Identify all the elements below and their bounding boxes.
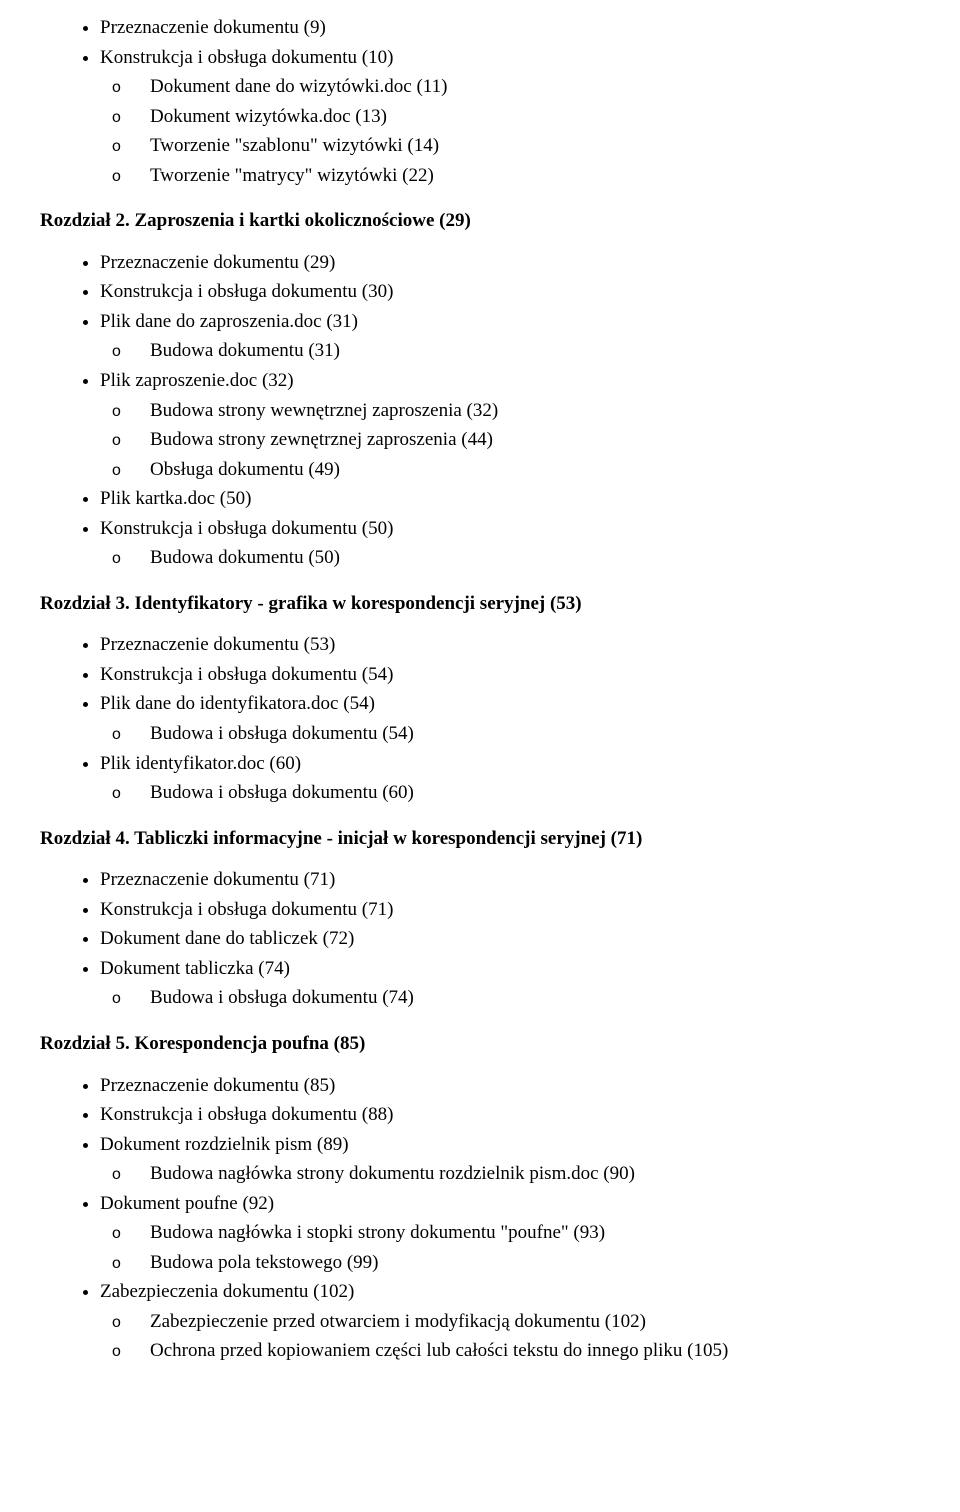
list-item-text: Konstrukcja i obsługa dokumentu (10): [100, 47, 393, 68]
list-level2: Zabezpieczenie przed otwarciem i modyfik…: [100, 1308, 960, 1365]
section-heading: Rozdział 5. Korespondencja poufna (85): [40, 1030, 960, 1058]
list-item: Przeznaczenie dokumentu (85): [100, 1072, 960, 1100]
list-item: Przeznaczenie dokumentu (53): [100, 631, 960, 659]
list-item: Przeznaczenie dokumentu (9): [100, 14, 960, 42]
list-item-text: Tworzenie "szablonu" wizytówki (14): [150, 135, 439, 156]
list-item: Dokument tabliczka (74) Budowa i obsługa …: [100, 955, 960, 1012]
list-item: Plik zaproszenie.doc (32) Budowa strony w…: [100, 367, 960, 483]
list-item-text: Przeznaczenie dokumentu (53): [100, 634, 335, 655]
list-level1: Przeznaczenie dokumentu (29) Konstrukcja …: [40, 249, 960, 572]
list-item: Budowa strony zewnętrznej zaproszenia (4…: [150, 426, 960, 454]
list-item: Dokument wizytówka.doc (13): [150, 103, 960, 131]
list-item: Dokument dane do wizytówki.doc (11): [150, 73, 960, 101]
list-level2: Budowa nagłówka i stopki strony dokument…: [100, 1219, 960, 1276]
list-item: Budowa dokumentu (50): [150, 544, 960, 572]
list-level1: Przeznaczenie dokumentu (71) Konstrukcja …: [40, 866, 960, 1012]
list-item: Budowa pola tekstowego (99): [150, 1249, 960, 1277]
list-item-text: Budowa dokumentu (31): [150, 340, 340, 361]
list-item-text: Konstrukcja i obsługa dokumentu (88): [100, 1104, 393, 1125]
list-item: Budowa i obsługa dokumentu (60): [150, 779, 960, 807]
list-item: Zabezpieczenie przed otwarciem i modyfik…: [150, 1308, 960, 1336]
list-item-text: Dokument tabliczka (74): [100, 958, 290, 979]
list-level1: Przeznaczenie dokumentu (9) Konstrukcja i…: [40, 14, 960, 189]
list-item-text: Plik dane do identyfikatora.doc (54): [100, 693, 375, 714]
list-item: Budowa nagłówka strony dokumentu rozdzie…: [150, 1160, 960, 1188]
list-level2: Budowa dokumentu (31): [100, 337, 960, 365]
section-heading: Rozdział 2. Zaproszenia i kartki okolicz…: [40, 207, 960, 235]
list-item: Konstrukcja i obsługa dokumentu (71): [100, 896, 960, 924]
list-level2: Dokument dane do wizytówki.doc (11) Dokum…: [100, 73, 960, 189]
list-item-text: Dokument dane do tabliczek (72): [100, 928, 354, 949]
list-item: Plik dane do zaproszenia.doc (31) Budowa …: [100, 308, 960, 365]
list-item: Dokument dane do tabliczek (72): [100, 925, 960, 953]
list-item: Konstrukcja i obsługa dokumentu (30): [100, 278, 960, 306]
list-item-text: Budowa nagłówka i stopki strony dokument…: [150, 1222, 605, 1243]
list-level1: Przeznaczenie dokumentu (85) Konstrukcja …: [40, 1072, 960, 1365]
list-item-text: Przeznaczenie dokumentu (71): [100, 869, 335, 890]
list-item: Zabezpieczenia dokumentu (102) Zabezpiecz…: [100, 1278, 960, 1365]
list-item-text: Budowa i obsługa dokumentu (54): [150, 723, 414, 744]
list-item-text: Plik kartka.doc (50): [100, 488, 251, 509]
list-item-text: Konstrukcja i obsługa dokumentu (30): [100, 281, 393, 302]
list-item: Konstrukcja i obsługa dokumentu (88): [100, 1101, 960, 1129]
list-item-text: Zabezpieczenia dokumentu (102): [100, 1281, 354, 1302]
section-heading: Rozdział 4. Tabliczki informacyjne - ini…: [40, 825, 960, 853]
list-level2: Budowa dokumentu (50): [100, 544, 960, 572]
list-item: Tworzenie "szablonu" wizytówki (14): [150, 132, 960, 160]
list-item: Przeznaczenie dokumentu (29): [100, 249, 960, 277]
list-item-text: Dokument wizytówka.doc (13): [150, 106, 387, 127]
list-item-text: Budowa nagłówka strony dokumentu rozdzie…: [150, 1163, 635, 1184]
list-level1: Przeznaczenie dokumentu (53) Konstrukcja …: [40, 631, 960, 806]
list-item-text: Konstrukcja i obsługa dokumentu (50): [100, 518, 393, 539]
document-root: Przeznaczenie dokumentu (9) Konstrukcja i…: [40, 14, 960, 1365]
list-item-text: Przeznaczenie dokumentu (29): [100, 252, 335, 273]
list-item: Dokument rozdzielnik pism (89) Budowa nag…: [100, 1131, 960, 1188]
list-item: Budowa strony wewnętrznej zaproszenia (3…: [150, 397, 960, 425]
list-item: Budowa i obsługa dokumentu (74): [150, 984, 960, 1012]
list-item-text: Dokument rozdzielnik pism (89): [100, 1134, 349, 1155]
list-item-text: Konstrukcja i obsługa dokumentu (71): [100, 899, 393, 920]
list-item-text: Plik zaproszenie.doc (32): [100, 370, 294, 391]
list-item: Plik identyfikator.doc (60) Budowa i obsł…: [100, 750, 960, 807]
list-item: Konstrukcja i obsługa dokumentu (50) Budo…: [100, 515, 960, 572]
list-item-text: Ochrona przed kopiowaniem części lub cał…: [150, 1340, 728, 1361]
list-level2: Budowa nagłówka strony dokumentu rozdzie…: [100, 1160, 960, 1188]
list-level2: Budowa i obsługa dokumentu (74): [100, 984, 960, 1012]
section-heading: Rozdział 3. Identyfikatory - grafika w k…: [40, 590, 960, 618]
list-item-text: Zabezpieczenie przed otwarciem i modyfik…: [150, 1311, 646, 1332]
list-item: Budowa i obsługa dokumentu (54): [150, 720, 960, 748]
list-item-text: Przeznaczenie dokumentu (85): [100, 1075, 335, 1096]
list-item: Plik kartka.doc (50): [100, 485, 960, 513]
list-item: Obsługa dokumentu (49): [150, 456, 960, 484]
list-item-text: Tworzenie "matrycy" wizytówki (22): [150, 165, 434, 186]
list-item: Dokument poufne (92) Budowa nagłówka i st…: [100, 1190, 960, 1277]
list-item: Konstrukcja i obsługa dokumentu (10) Doku…: [100, 44, 960, 190]
list-item: Budowa dokumentu (31): [150, 337, 960, 365]
list-item-text: Obsługa dokumentu (49): [150, 459, 340, 480]
list-item: Przeznaczenie dokumentu (71): [100, 866, 960, 894]
list-item: Plik dane do identyfikatora.doc (54) Budo…: [100, 690, 960, 747]
list-level2: Budowa strony wewnętrznej zaproszenia (3…: [100, 397, 960, 484]
list-item-text: Dokument dane do wizytówki.doc (11): [150, 76, 447, 97]
list-item-text: Budowa strony wewnętrznej zaproszenia (3…: [150, 400, 498, 421]
list-level2: Budowa i obsługa dokumentu (54): [100, 720, 960, 748]
list-item-text: Plik dane do zaproszenia.doc (31): [100, 311, 358, 332]
list-item: Tworzenie "matrycy" wizytówki (22): [150, 162, 960, 190]
list-item: Konstrukcja i obsługa dokumentu (54): [100, 661, 960, 689]
list-item-text: Przeznaczenie dokumentu (9): [100, 17, 326, 38]
list-item-text: Budowa strony zewnętrznej zaproszenia (4…: [150, 429, 493, 450]
list-item: Budowa nagłówka i stopki strony dokument…: [150, 1219, 960, 1247]
list-item-text: Konstrukcja i obsługa dokumentu (54): [100, 664, 393, 685]
list-item-text: Budowa i obsługa dokumentu (74): [150, 987, 414, 1008]
list-item-text: Budowa pola tekstowego (99): [150, 1252, 378, 1273]
list-item-text: Plik identyfikator.doc (60): [100, 753, 301, 774]
list-item-text: Budowa i obsługa dokumentu (60): [150, 782, 414, 803]
list-level2: Budowa i obsługa dokumentu (60): [100, 779, 960, 807]
list-item: Ochrona przed kopiowaniem części lub cał…: [150, 1337, 960, 1365]
list-item-text: Budowa dokumentu (50): [150, 547, 340, 568]
list-item-text: Dokument poufne (92): [100, 1193, 274, 1214]
